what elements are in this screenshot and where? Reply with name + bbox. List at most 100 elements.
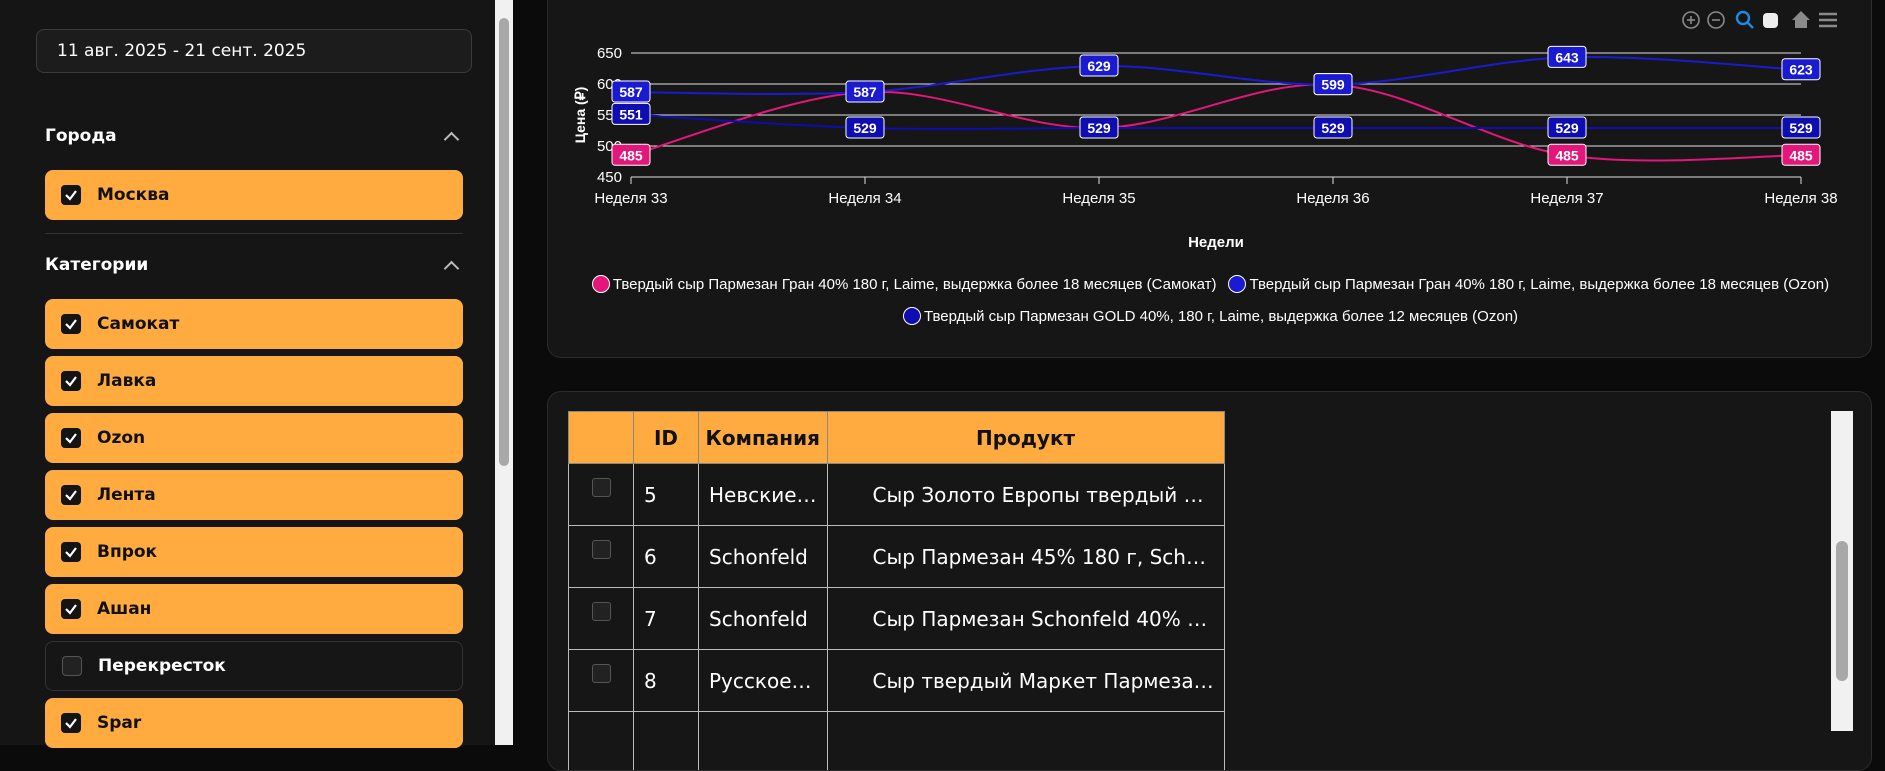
filter-option[interactable]: Лента [45, 470, 463, 520]
data-label: 529 [1080, 117, 1118, 138]
checkbox[interactable] [61, 371, 81, 391]
scroll-thumb[interactable] [1836, 541, 1848, 681]
zoom-out-button[interactable] [1708, 12, 1724, 28]
row-checkbox[interactable] [592, 478, 611, 497]
legend-item[interactable]: Твердый сыр Пармезан Гран 40% 180 г, Lai… [1228, 275, 1829, 293]
pan-button[interactable] [1763, 13, 1778, 28]
table-cell: 8 [634, 650, 699, 712]
row-checkbox[interactable] [592, 540, 611, 559]
table-cell: Сыр твердый Маркет Пармеза… [827, 650, 1224, 712]
check [66, 377, 76, 385]
x-tick-label: Неделя 36 [1296, 190, 1369, 207]
row-checkbox[interactable] [592, 664, 611, 683]
checkbox[interactable] [61, 542, 81, 562]
table-cell: Сыр Пармезан Schonfeld 40% … [827, 588, 1224, 650]
zoom-in-button[interactable] [1683, 12, 1699, 28]
column-header: ID [634, 412, 699, 464]
checkbox[interactable] [61, 485, 81, 505]
check [66, 320, 76, 328]
option-label: Ozon [97, 428, 145, 448]
table-cell: Сыр Пармезан 45% 180 г, Sch… [827, 526, 1224, 588]
filter-option[interactable]: Ozon [45, 413, 463, 463]
option-label: Впрок [97, 542, 157, 562]
data-label-text: 529 [1087, 120, 1111, 136]
option-label: Лавка [97, 371, 156, 391]
option-label: Перекресток [98, 656, 226, 676]
reset-button[interactable] [1792, 11, 1810, 28]
checkbox[interactable] [62, 656, 82, 676]
filter-option[interactable]: Spar [45, 698, 463, 748]
divider [45, 233, 463, 234]
data-label: 587 [612, 81, 650, 102]
data-label-text: 599 [1321, 77, 1345, 93]
data-label-text: 529 [853, 120, 877, 136]
y-axis-title: Цена (₽) [572, 87, 588, 144]
checkbox[interactable] [61, 314, 81, 334]
data-label: 623 [1782, 59, 1820, 80]
x-tick-label: Неделя 33 [594, 190, 667, 207]
option-label: Самокат [97, 314, 179, 334]
collapse-toggle[interactable] [444, 261, 460, 277]
filter-option[interactable]: Впрок [45, 527, 463, 577]
check [66, 491, 76, 499]
select-header [569, 412, 634, 464]
date-range-input[interactable]: 11 авг. 2025 - 21 сент. 2025 [36, 29, 472, 73]
series-line [631, 84, 1801, 160]
legend-marker [592, 275, 610, 293]
select-cell [569, 526, 634, 588]
data-label-text: 623 [1789, 62, 1813, 78]
checkbox[interactable] [61, 185, 81, 205]
table-scrollbar[interactable] [1831, 411, 1853, 731]
zoom-button[interactable] [1737, 12, 1753, 28]
data-label: 529 [1314, 117, 1352, 138]
filter-option[interactable]: Перекресток [45, 641, 463, 691]
legend-marker [1228, 275, 1246, 293]
option-label: Ашан [97, 599, 151, 619]
data-label: 587 [846, 81, 884, 102]
select-cell [569, 588, 634, 650]
data-label-text: 485 [1555, 147, 1579, 163]
legend-label: Твердый сыр Пармезан GOLD 40%, 180 г, La… [924, 308, 1518, 325]
data-label: 529 [1548, 117, 1586, 138]
table-cell [827, 712, 1224, 771]
column-header: Продукт [827, 412, 1224, 464]
sidebar-scrollbar[interactable] [495, 0, 513, 745]
checkbox[interactable] [61, 428, 81, 448]
check-icon [64, 431, 78, 445]
x-tick-label: Неделя 34 [828, 190, 901, 207]
x-tick-label: Неделя 38 [1764, 190, 1837, 207]
x-axis-title: Недели [1188, 234, 1244, 251]
checkbox[interactable] [61, 599, 81, 619]
check-icon [64, 317, 78, 331]
table-cell: Сыр Золото Европы твердый … [827, 464, 1224, 526]
legend: Твердый сыр Пармезан Гран 40% 180 г, Lai… [578, 275, 1843, 325]
data-label-text: 529 [1321, 120, 1345, 136]
checkbox[interactable] [61, 713, 81, 733]
option-label: Spar [97, 713, 141, 733]
check [66, 719, 76, 727]
filter-option[interactable]: Лавка [45, 356, 463, 406]
filter-option[interactable]: Москва [45, 170, 463, 220]
data-label-text: 587 [619, 84, 643, 100]
legend-item[interactable]: Твердый сыр Пармезан Гран 40% 180 г, Lai… [592, 275, 1217, 293]
data-label-text: 629 [1087, 58, 1111, 74]
scroll-thumb[interactable] [499, 18, 509, 466]
menu-button[interactable] [1819, 14, 1837, 26]
table-cell: Schonfeld [699, 588, 828, 650]
filter-option[interactable]: Самокат [45, 299, 463, 349]
collapse-toggle[interactable] [444, 132, 460, 148]
filter-option[interactable]: Ашан [45, 584, 463, 634]
data-label: 529 [1782, 117, 1820, 138]
legend-item[interactable]: Твердый сыр Пармезан GOLD 40%, 180 г, La… [903, 307, 1518, 325]
data-label: 529 [846, 117, 884, 138]
row-checkbox[interactable] [592, 602, 611, 621]
toolbar [1683, 11, 1837, 28]
data-label: 485 [612, 144, 650, 165]
